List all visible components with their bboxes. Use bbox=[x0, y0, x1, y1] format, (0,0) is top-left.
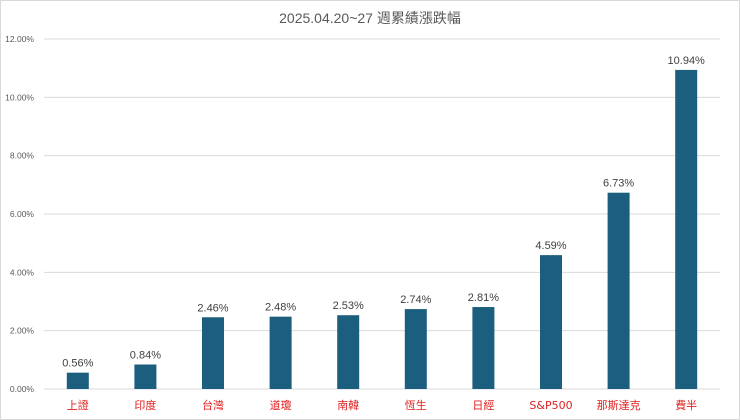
data-label: 0.84% bbox=[130, 350, 161, 362]
y-tick-label: 4.00% bbox=[10, 267, 35, 277]
bar bbox=[337, 315, 360, 389]
y-tick-label: 6.00% bbox=[10, 209, 35, 219]
y-tick-label: 8.00% bbox=[10, 151, 35, 161]
category-labels: 上證 印度 台灣 道瓊 南韓 恆生 日經 S&P500 那斯達克 費半 bbox=[67, 398, 697, 412]
chart-title: 2025.04.20~27 週累績漲跌幅 bbox=[279, 10, 461, 26]
bar bbox=[404, 309, 427, 389]
x-tick-label: 台灣 bbox=[202, 398, 224, 412]
data-label: 10.94% bbox=[668, 55, 706, 67]
bar bbox=[472, 307, 495, 389]
x-tick-label: 日經 bbox=[472, 398, 494, 412]
bar bbox=[134, 364, 157, 389]
x-tick-label: 南韓 bbox=[337, 399, 359, 412]
x-tick-label: 道瓊 bbox=[270, 398, 292, 412]
y-tick-label: 0.00% bbox=[10, 384, 35, 394]
x-tick-label: 那斯達克 bbox=[597, 399, 641, 412]
bar bbox=[675, 69, 698, 390]
x-tick-label: 上證 bbox=[67, 398, 89, 412]
data-label: 2.48% bbox=[265, 302, 296, 314]
bar bbox=[66, 372, 89, 389]
x-tick-label: S&P500 bbox=[529, 399, 572, 412]
data-label: 2.74% bbox=[400, 294, 431, 306]
x-tick-label: 印度 bbox=[134, 398, 156, 412]
x-tick-label: 恆生 bbox=[405, 398, 427, 412]
y-tick-label: 10.00% bbox=[5, 92, 34, 102]
y-axis-ticks: 0.00% 2.00% 4.00% 6.00% 8.00% 10.00% 12.00% bbox=[5, 34, 34, 394]
x-tick-label: 費半 bbox=[675, 398, 697, 412]
bar bbox=[540, 255, 562, 389]
bar bbox=[269, 316, 292, 389]
y-tick-label: 12.00% bbox=[5, 34, 34, 44]
data-label: 2.46% bbox=[197, 302, 228, 314]
data-label: 2.53% bbox=[333, 300, 364, 312]
data-label: 4.59% bbox=[535, 240, 566, 252]
data-label: 6.73% bbox=[603, 178, 634, 190]
data-label: 2.81% bbox=[468, 292, 499, 304]
value-labels: 0.56% 0.84% 2.46% 2.48% 2.53% 2.74% 2.81% 4.59%… bbox=[62, 55, 705, 370]
gridlines bbox=[44, 38, 720, 390]
data-label: 0.56% bbox=[62, 358, 93, 370]
bar bbox=[607, 192, 630, 389]
y-tick-label: 2.00% bbox=[10, 326, 35, 336]
bars bbox=[66, 69, 698, 390]
bar bbox=[202, 317, 224, 389]
